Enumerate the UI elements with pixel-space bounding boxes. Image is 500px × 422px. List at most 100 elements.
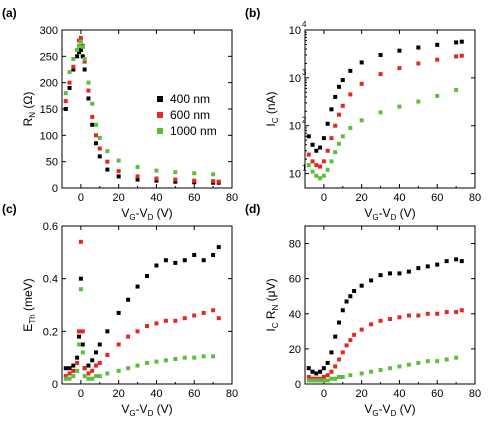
data-point [163, 258, 168, 263]
data-point [78, 239, 83, 244]
panel-c: 0 20 40 60 80 0 0.2 0.4 0.6 (c) VG​-VD​ (V) ETh​ (m… [2, 202, 238, 418]
data-point [378, 273, 383, 278]
data-point [145, 324, 149, 329]
data-point [67, 85, 72, 90]
series-600-nm [306, 308, 464, 381]
data-point [135, 284, 140, 289]
x-tick-label: 20 [113, 388, 125, 400]
data-point [97, 374, 102, 379]
data-point [337, 320, 341, 325]
data-point [306, 134, 311, 139]
data-point [135, 164, 140, 169]
data-point [75, 355, 80, 360]
data-point [75, 360, 80, 365]
data-point [314, 371, 319, 376]
data-point [145, 360, 149, 365]
data-point [337, 374, 341, 379]
x-tick-label: 0 [321, 388, 327, 400]
data-point [63, 374, 68, 379]
plot-frame [61, 225, 233, 385]
y-tick-label: 10 [289, 121, 301, 133]
data-point [90, 358, 95, 363]
data-point [211, 252, 216, 257]
data-point [135, 363, 140, 368]
data-point [163, 358, 168, 363]
data-point [444, 259, 449, 264]
data-point [306, 163, 311, 168]
data-point [314, 173, 319, 178]
plot-frame [304, 29, 476, 189]
data-point [80, 329, 85, 334]
data-point [306, 374, 311, 379]
data-point [105, 353, 110, 358]
data-point [325, 121, 330, 126]
data-point [348, 338, 353, 343]
data-point [435, 359, 440, 364]
data-point [71, 56, 76, 61]
data-point [75, 54, 80, 59]
x-tick-label: 40 [393, 388, 405, 400]
x-tick-label: 60 [188, 192, 200, 204]
data-point [71, 67, 76, 72]
data-point [182, 316, 187, 321]
data-point [348, 92, 353, 97]
data-point [314, 148, 319, 153]
data-point [310, 378, 315, 383]
data-point [306, 366, 311, 371]
data-point [173, 177, 178, 182]
data-point [337, 141, 341, 146]
x-tick-label: 60 [188, 388, 200, 400]
data-point [435, 93, 440, 98]
data-point [173, 318, 178, 323]
data-point [416, 99, 421, 104]
data-point [67, 376, 72, 381]
data-point [154, 168, 159, 173]
data-point [340, 103, 345, 108]
data-point [378, 367, 383, 372]
data-point [325, 148, 330, 153]
x-tick-label: 0 [78, 388, 84, 400]
data-point [333, 334, 338, 339]
data-point [397, 104, 402, 109]
data-point [216, 245, 221, 250]
panel-label: (c) [2, 202, 17, 216]
y-tick-label: 200 [40, 78, 58, 90]
data-point [337, 84, 341, 89]
data-point [78, 48, 83, 53]
data-point [97, 146, 102, 151]
data-point [67, 80, 72, 85]
data-point [105, 167, 110, 172]
series-1000-nm [63, 287, 216, 381]
data-point [86, 80, 91, 85]
data-point [77, 50, 81, 55]
y-tick-label: 0.2 [43, 326, 58, 338]
data-point [75, 48, 80, 53]
data-point [369, 322, 374, 327]
data-point [82, 67, 87, 72]
x-tick-label: 20 [356, 388, 368, 400]
data-point [314, 163, 319, 168]
data-point [310, 169, 315, 174]
data-point [97, 342, 102, 347]
data-point [310, 159, 315, 164]
data-point [71, 363, 76, 368]
series-1000-nm [306, 355, 459, 383]
data-point [67, 371, 72, 376]
data-point [192, 355, 197, 360]
data-point [78, 35, 83, 40]
legend-marker [157, 96, 163, 102]
data-point [154, 263, 159, 268]
data-point [105, 159, 110, 164]
data-point [90, 368, 95, 373]
data-point [216, 179, 221, 184]
data-point [86, 371, 91, 376]
data-point [340, 374, 345, 379]
data-point [126, 366, 131, 371]
data-point [318, 145, 323, 150]
data-point [333, 364, 338, 369]
data-point [397, 66, 402, 71]
data-point [80, 44, 85, 49]
data-point [329, 107, 334, 112]
y-axis-label: RN​ (Ω) [21, 92, 37, 127]
data-point [435, 311, 440, 316]
